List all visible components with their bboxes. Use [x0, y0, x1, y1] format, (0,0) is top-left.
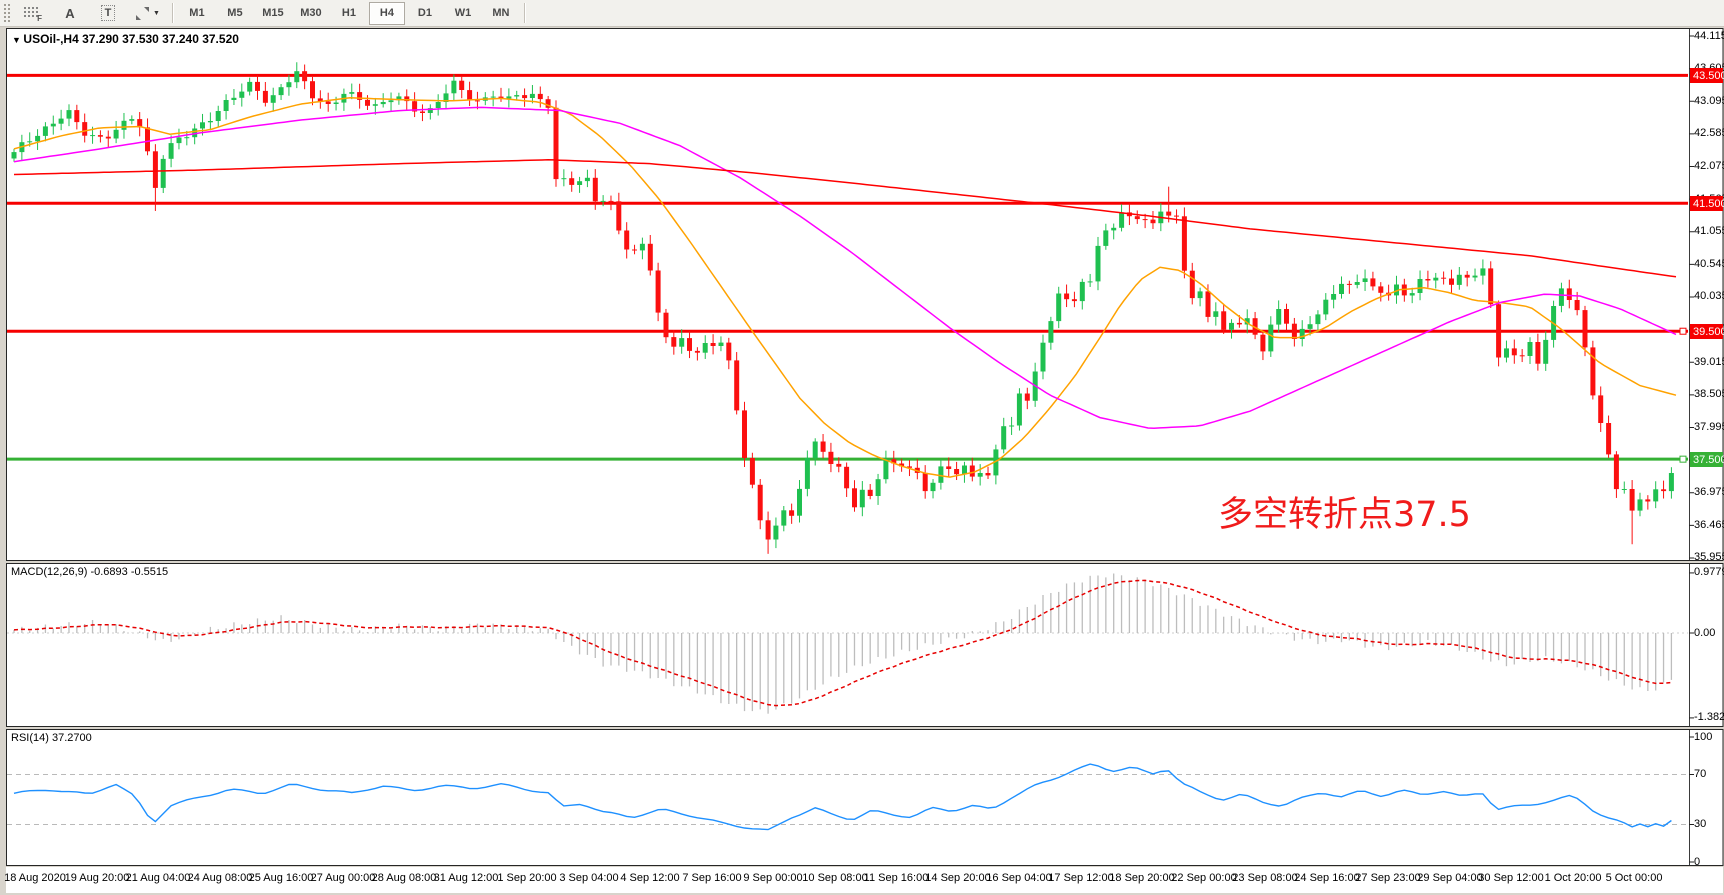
date-tick-label: 3 Sep 04:00 — [559, 872, 619, 884]
price-tick-label: 38.505 — [1694, 388, 1724, 400]
macd-indicator-label: MACD(12,26,9) -0.6893 -0.5515 — [11, 566, 169, 578]
date-tick-label: 21 Aug 04:00 — [125, 872, 191, 884]
date-tick-label: 29 Sep 04:00 — [1417, 872, 1483, 884]
macd-tick-label: 0.9779 — [1694, 566, 1724, 578]
timeframe-button-mn[interactable]: MN — [492, 7, 510, 19]
price-tick-label: 37.995 — [1694, 421, 1724, 433]
date-tick-label: 22 Sep 00:00 — [1171, 872, 1237, 884]
timeframe-button-d1[interactable]: D1 — [417, 7, 432, 19]
price-line-badge: 37.500 — [1690, 452, 1724, 467]
text-label-icon: A — [65, 5, 75, 21]
symbol-ohlc-label[interactable]: ▼ USOil-,H4 37.290 37.530 37.240 37.520 — [12, 32, 239, 46]
date-tick-label: 11 Sep 16:00 — [863, 872, 929, 884]
price-line-badge: 39.500 — [1690, 324, 1724, 339]
date-tick-label: 23 Sep 08:00 — [1232, 872, 1298, 884]
timeframe-button-h4[interactable]: H4 — [368, 1, 405, 25]
date-tick-label: 30 Sep 12:00 — [1478, 872, 1544, 884]
macd-axis[interactable] — [1690, 563, 1724, 727]
date-tick-label: 27 Sep 23:00 — [1355, 872, 1421, 884]
date-tick-label: 18 Aug 2020 — [4, 872, 66, 884]
date-tick-label: 17 Sep 12:00 — [1048, 872, 1114, 884]
price-tick-label: 36.465 — [1694, 519, 1724, 531]
arrows-tool-button[interactable]: ▼ — [128, 2, 167, 25]
rsi-tick-label: 30 — [1694, 818, 1707, 830]
rsi-tick-label: 0 — [1694, 856, 1701, 868]
price-tick-label: 43.095 — [1694, 95, 1724, 107]
price-tick-label: 36.975 — [1694, 486, 1724, 498]
date-tick-label: 4 Sep 12:00 — [620, 872, 680, 884]
text-label-tool-button[interactable]: A — [52, 2, 88, 25]
toolbar-separator — [523, 3, 526, 23]
timeframe-button-h1[interactable]: H1 — [341, 7, 356, 19]
date-tick-label: 10 Sep 08:00 — [802, 872, 868, 884]
toolbar-separator — [171, 3, 174, 23]
date-tick-label: 9 Sep 00:00 — [743, 872, 803, 884]
date-tick-label: 14 Sep 20:00 — [925, 872, 991, 884]
fibonacci-tool-button[interactable]: F — [14, 2, 50, 25]
toolbar: F A T ▼ M1 M5 M15 M30 H1 H4 D1 W1 MN — [0, 0, 1724, 27]
macd-tick-label: -1.382 — [1694, 711, 1724, 723]
fibonacci-icon: F — [23, 5, 42, 23]
rsi-indicator-label: RSI(14) 37.2700 — [11, 732, 92, 744]
price-tick-label: 40.035 — [1694, 290, 1724, 302]
arrows-icon — [136, 6, 149, 20]
chevron-down-icon: ▼ — [153, 9, 160, 17]
date-tick-label: 19 Aug 20:00 — [64, 872, 130, 884]
price-tick-label: 35.955 — [1694, 551, 1724, 563]
timeframe-button-m30[interactable]: M30 — [300, 7, 322, 19]
price-tick-label: 40.545 — [1694, 258, 1724, 270]
date-tick-label: 16 Sep 04:00 — [986, 872, 1052, 884]
price-tick-label: 39.015 — [1694, 356, 1724, 368]
price-line-badge: 41.500 — [1690, 196, 1724, 211]
text-tool-button[interactable]: T — [90, 2, 126, 25]
date-tick-label: 24 Aug 08:00 — [187, 872, 253, 884]
timeframe-button-m1[interactable]: M1 — [189, 7, 205, 19]
timeframe-bar: M1 M5 M15 M30 H1 H4 D1 W1 MN — [178, 1, 520, 25]
date-tick-label: 27 Aug 00:00 — [310, 872, 376, 884]
price-tick-label: 44.115 — [1694, 30, 1724, 42]
date-tick-label: 1 Oct 20:00 — [1544, 872, 1602, 884]
panel-splitter[interactable] — [0, 560, 1724, 563]
date-tick-label: 31 Aug 12:00 — [433, 872, 499, 884]
price-tick-label: 41.055 — [1694, 225, 1724, 237]
date-tick-label: 24 Sep 16:00 — [1294, 872, 1360, 884]
date-tick-label: 5 Oct 00:00 — [1605, 872, 1663, 884]
date-tick-label: 18 Sep 20:00 — [1109, 872, 1175, 884]
price-tick-label: 42.075 — [1694, 160, 1724, 172]
date-tick-label: 7 Sep 16:00 — [682, 872, 742, 884]
timeframe-button-m15[interactable]: M15 — [262, 7, 284, 19]
toolbar-grip[interactable] — [3, 3, 11, 23]
panel-splitter[interactable] — [0, 726, 1724, 729]
symbol-dropdown-icon: ▼ — [12, 35, 24, 45]
timeframe-button-w1[interactable]: W1 — [454, 7, 472, 19]
rsi-tick-label: 100 — [1694, 731, 1713, 743]
chart-text-annotation[interactable]: 多空转折点37.5 — [1218, 495, 1471, 535]
text-tool-icon: T — [100, 5, 116, 21]
price-tick-label: 42.585 — [1694, 127, 1724, 139]
macd-tick-label: 0.00 — [1694, 627, 1716, 639]
timeframe-button-m5[interactable]: M5 — [227, 7, 243, 19]
date-tick-label: 28 Aug 08:00 — [371, 872, 437, 884]
date-tick-label: 25 Aug 16:00 — [248, 872, 314, 884]
rsi-tick-label: 70 — [1694, 768, 1707, 780]
price-line-badge: 43.500 — [1690, 68, 1724, 83]
date-tick-label: 1 Sep 20:00 — [497, 872, 557, 884]
rsi-axis[interactable] — [1690, 729, 1724, 866]
